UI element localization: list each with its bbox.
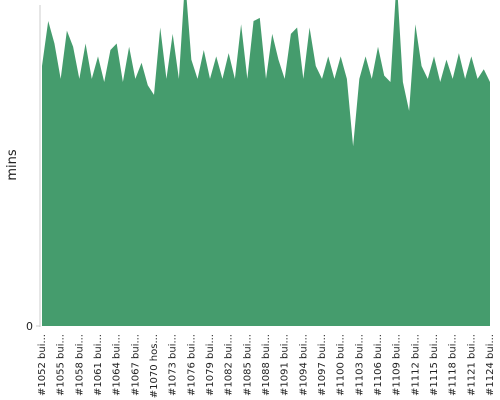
x-tick-label: #1091 bui... (280, 334, 291, 396)
x-tick-label: #1118 bui... (448, 334, 459, 396)
x-tick-label: #1052 bui... (37, 334, 48, 396)
x-tick-label: #1067 bui... (130, 334, 141, 396)
x-tick-label: #1100 bui... (336, 334, 347, 396)
x-tick-label: #1106 bui... (373, 334, 384, 396)
x-tick-label: #1088 bui... (261, 334, 272, 396)
x-tick-label: #1094 bui... (298, 334, 309, 396)
x-tick-label: #1076 bui... (186, 334, 197, 396)
x-tick-label: #1115 bui... (429, 334, 440, 396)
x-tick-label: #1055 bui... (56, 334, 67, 396)
x-tick-label: #1082 bui... (224, 334, 235, 396)
x-tick-label: #1061 bui... (93, 334, 104, 396)
y-axis-label: mins (5, 149, 20, 181)
x-tick-label: #1121 bui... (466, 334, 477, 396)
x-tick-label: #1097 bui... (317, 334, 328, 396)
x-tick-label: #1070 hos... (149, 334, 160, 398)
x-tick-label: #1109 bui... (392, 334, 403, 396)
x-tick-label: #1085 bui... (242, 334, 253, 396)
x-tick-label: #1064 bui... (112, 334, 123, 396)
x-tick-label: #1103 bui... (354, 334, 365, 396)
x-tick-label: #1073 bui... (168, 334, 179, 396)
y-tick-label: 0 (26, 320, 33, 333)
x-tick-label: #1079 bui... (205, 334, 216, 396)
x-tick-label: #1058 bui... (74, 334, 85, 396)
area (42, 0, 490, 326)
x-tick-label: #1124 bui... (485, 334, 496, 396)
x-tick-label: #1112 bui... (410, 334, 421, 396)
